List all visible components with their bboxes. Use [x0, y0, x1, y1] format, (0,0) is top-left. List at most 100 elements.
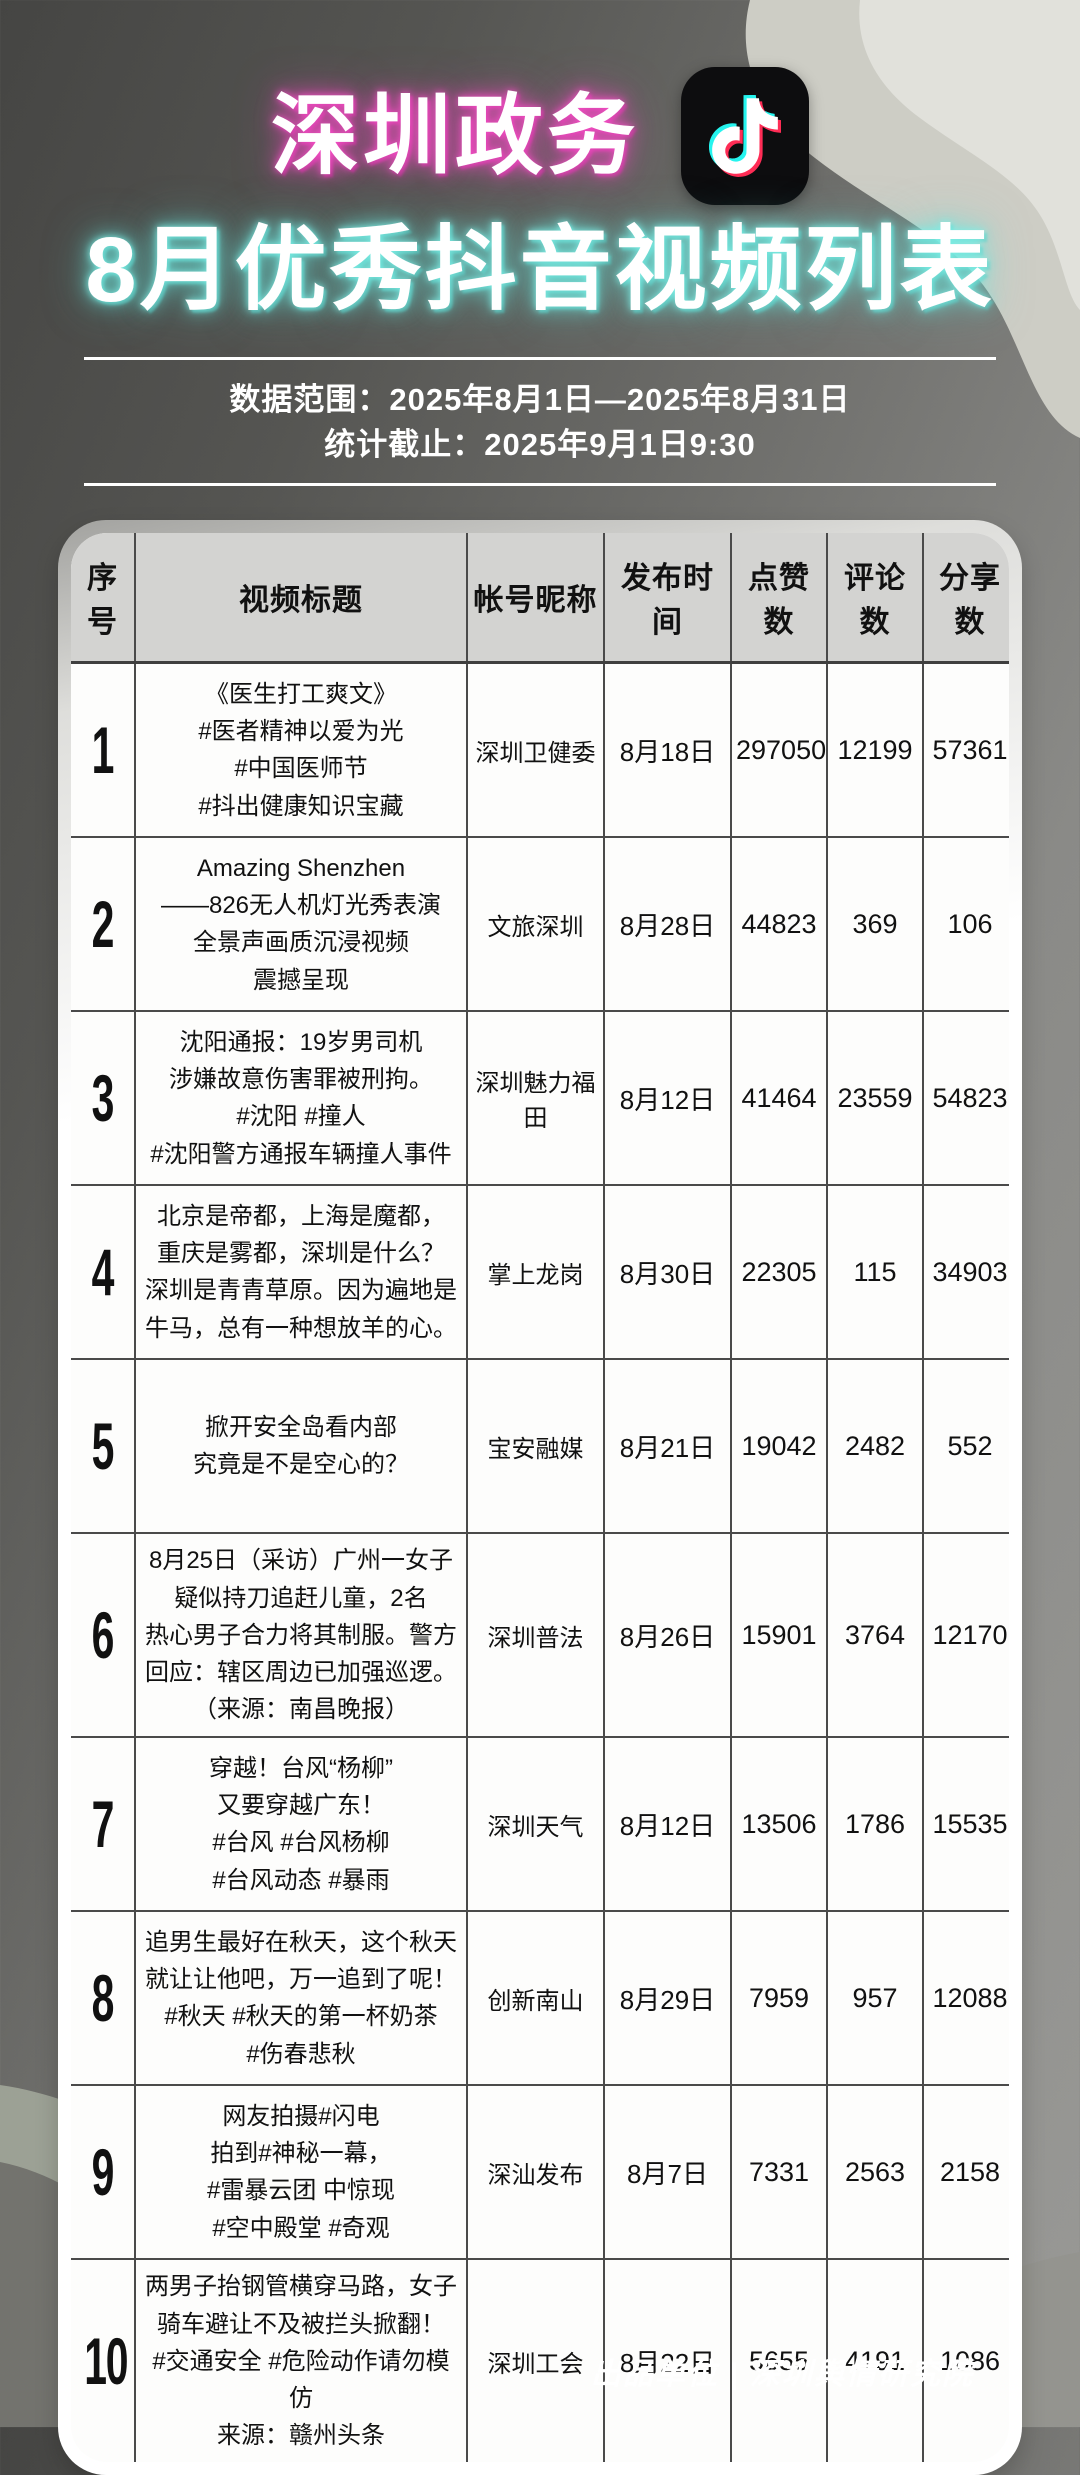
comments-count-cell: 2563 [827, 2085, 924, 2261]
col-header-title: 视频标题 [135, 533, 468, 665]
video-title-cell: 追男生最好在秋天，这个秋天 就让让他吧，万一追到了呢！ #秋天 #秋天的第一杯奶… [135, 1911, 468, 2087]
row-index: 7 [91, 1787, 115, 1862]
video-title-cell: 沈阳通报：19岁男司机 涉嫌故意伤害罪被刑拘。 #沈阳 #撞人 #沈阳警方通报车… [135, 1011, 468, 1187]
data-range-block: 数据范围：2025年8月1日—2025年8月31日 统计截止：2025年9月1日… [84, 356, 996, 487]
table-row: 5 掀开安全岛看内部 究竟是不是空心的？ 宝安融媒 8月21日 19042 24… [71, 1359, 1009, 1535]
row-index: 10 [84, 2324, 128, 2399]
publish-date-cell: 8月7日 [604, 2085, 732, 2261]
row-index: 3 [91, 1061, 115, 1136]
account-name-cell: 深圳卫健委 [467, 662, 605, 839]
row-index-cell: 5 [71, 1359, 136, 1535]
tiktok-logo-icon [681, 67, 809, 205]
comments-count-cell: 2482 [827, 1359, 924, 1535]
video-title-cell: 《医生打工爽文》 #医者精神以爱为光 #中国医师节 #抖出健康知识宝藏 [135, 662, 468, 839]
likes-count-cell: 19042 [731, 1359, 828, 1535]
comments-count-cell: 23559 [827, 1011, 924, 1187]
video-table-frame: 序号 视频标题 帐号昵称 发布时间 点赞数 评论数 分享数 1 《医生打工爽文》… [58, 520, 1022, 2475]
account-name-cell: 掌上龙岗 [467, 1185, 605, 1361]
shares-count-cell: 12170 [923, 1533, 1009, 1739]
publish-date-cell: 8月28日 [604, 837, 732, 1013]
shares-count-cell: 106 [923, 837, 1009, 1013]
video-title-cell: 两男子抬钢管横穿马路，女子 骑车避让不及被拦头掀翻！ #交通安全 #危险动作请勿… [135, 2259, 468, 2463]
comments-count-cell: 369 [827, 837, 924, 1013]
table-row: 3 沈阳通报：19岁男司机 涉嫌故意伤害罪被刑拘。 #沈阳 #撞人 #沈阳警方通… [71, 1011, 1009, 1187]
col-header-likes: 点赞数 [731, 533, 828, 665]
account-name-cell: 深汕发布 [467, 2085, 605, 2261]
comments-count-cell: 12199 [827, 662, 924, 839]
likes-count-cell: 44823 [731, 837, 828, 1013]
shares-count-cell: 12088 [923, 1911, 1009, 2087]
account-name-cell: 深圳天气 [467, 1737, 605, 1913]
account-name-cell: 深圳工会 [467, 2259, 605, 2463]
publish-date-cell: 8月29日 [604, 1911, 732, 2087]
likes-count-cell: 7959 [731, 1911, 828, 2087]
row-index: 2 [91, 887, 115, 962]
likes-count-cell: 22305 [731, 1185, 828, 1361]
shares-count-cell: 552 [923, 1359, 1009, 1535]
comments-count-cell: 957 [827, 1911, 924, 2087]
row-index-cell: 8 [71, 1911, 136, 2087]
page-title-line1: 深圳政务 [270, 86, 639, 185]
row-index: 4 [91, 1235, 115, 1310]
row-index-cell: 10 [71, 2259, 136, 2463]
row-index: 6 [91, 1598, 115, 1673]
account-name-cell: 文旅深圳 [467, 837, 605, 1013]
likes-count-cell: 297050 [731, 662, 828, 839]
account-name-cell: 深圳普法 [467, 1533, 605, 1739]
stats-deadline-text: 统计截止：2025年9月1日9:30 [324, 426, 756, 462]
tiktok-note-glyph [709, 95, 781, 177]
data-range-text: 数据范围：2025年8月1日—2025年8月31日 [229, 381, 851, 417]
col-header-date: 发布时间 [604, 533, 732, 665]
table-row: 8 追男生最好在秋天，这个秋天 就让让他吧，万一追到了呢！ #秋天 #秋天的第一… [71, 1911, 1009, 2087]
account-name-cell: 深圳魅力福田 [467, 1011, 605, 1187]
row-index: 9 [91, 2135, 115, 2210]
video-table: 序号 视频标题 帐号昵称 发布时间 点赞数 评论数 分享数 1 《医生打工爽文》… [71, 533, 1009, 2463]
publish-date-cell: 8月12日 [604, 1011, 732, 1187]
col-header-index: 序号 [71, 533, 136, 665]
table-body: 1 《医生打工爽文》 #医者精神以爱为光 #中国医师节 #抖出健康知识宝藏 深圳… [71, 662, 1009, 2463]
col-header-shares: 分享数 [923, 533, 1009, 665]
publish-date-cell: 8月12日 [604, 1737, 732, 1913]
video-title-cell: Amazing Shenzhen ——826无人机灯光秀表演 全景声画质沉浸视频… [135, 837, 468, 1013]
col-header-account: 帐号昵称 [467, 533, 605, 665]
shares-count-cell: 15535 [923, 1737, 1009, 1913]
table-row: 9 网友拍摄#闪电 拍到#神秘一幕， #雷暴云团 中惊现 #空中殿堂 #奇观 深… [71, 2085, 1009, 2261]
video-title-cell: 网友拍摄#闪电 拍到#神秘一幕， #雷暴云团 中惊现 #空中殿堂 #奇观 [135, 2085, 468, 2261]
row-index-cell: 6 [71, 1533, 136, 1739]
row-index: 1 [91, 713, 115, 788]
table-row: 7 穿越！台风“杨柳” 又要穿越广东！ #台风 #台风杨柳 #台风动态 #暴雨 … [71, 1737, 1009, 1913]
video-title-cell: 穿越！台风“杨柳” 又要穿越广东！ #台风 #台风杨柳 #台风动态 #暴雨 [135, 1737, 468, 1913]
account-name-cell: 宝安融媒 [467, 1359, 605, 1535]
row-index-cell: 7 [71, 1737, 136, 1913]
row-index-cell: 2 [71, 837, 136, 1013]
table-row: 4 北京是帝都，上海是魔都， 重庆是雾都，深圳是什么？ 深圳是青青草原。因为遍地… [71, 1185, 1009, 1361]
comments-count-cell: 3764 [827, 1533, 924, 1739]
producer-credit: 出品单位 | 深圳舆情研究院 [590, 2358, 974, 2392]
row-index-cell: 4 [71, 1185, 136, 1361]
row-index-cell: 9 [71, 2085, 136, 2261]
video-title-cell: 8月25日（采访）广州一女子 疑似持刀追赶儿童，2名 热心男子合力将其制服。警方… [135, 1533, 468, 1739]
likes-count-cell: 41464 [731, 1011, 828, 1187]
row-index: 8 [91, 1961, 115, 2036]
video-title-cell: 掀开安全岛看内部 究竟是不是空心的？ [135, 1359, 468, 1535]
publish-date-cell: 8月18日 [604, 662, 732, 839]
shares-count-cell: 34903 [923, 1185, 1009, 1361]
shares-count-cell: 54823 [923, 1011, 1009, 1187]
comments-count-cell: 115 [827, 1185, 924, 1361]
shares-count-cell: 57361 [923, 662, 1009, 839]
table-row: 2 Amazing Shenzhen ——826无人机灯光秀表演 全景声画质沉浸… [71, 837, 1009, 1013]
likes-count-cell: 13506 [731, 1737, 828, 1913]
comments-count-cell: 1786 [827, 1737, 924, 1913]
likes-count-cell: 15901 [731, 1533, 828, 1739]
col-header-comments: 评论数 [827, 533, 924, 665]
row-index: 5 [91, 1409, 115, 1484]
table-row: 6 8月25日（采访）广州一女子 疑似持刀追赶儿童，2名 热心男子合力将其制服。… [71, 1533, 1009, 1739]
video-title-cell: 北京是帝都，上海是魔都， 重庆是雾都，深圳是什么？ 深圳是青青草原。因为遍地是 … [135, 1185, 468, 1361]
publish-date-cell: 8月21日 [604, 1359, 732, 1535]
publish-date-cell: 8月26日 [604, 1533, 732, 1739]
shares-count-cell: 2158 [923, 2085, 1009, 2261]
likes-count-cell: 7331 [731, 2085, 828, 2261]
table-row: 1 《医生打工爽文》 #医者精神以爱为光 #中国医师节 #抖出健康知识宝藏 深圳… [71, 662, 1009, 839]
row-index-cell: 3 [71, 1011, 136, 1187]
page-title-line2: 8月优秀抖音视频列表 [85, 219, 995, 321]
